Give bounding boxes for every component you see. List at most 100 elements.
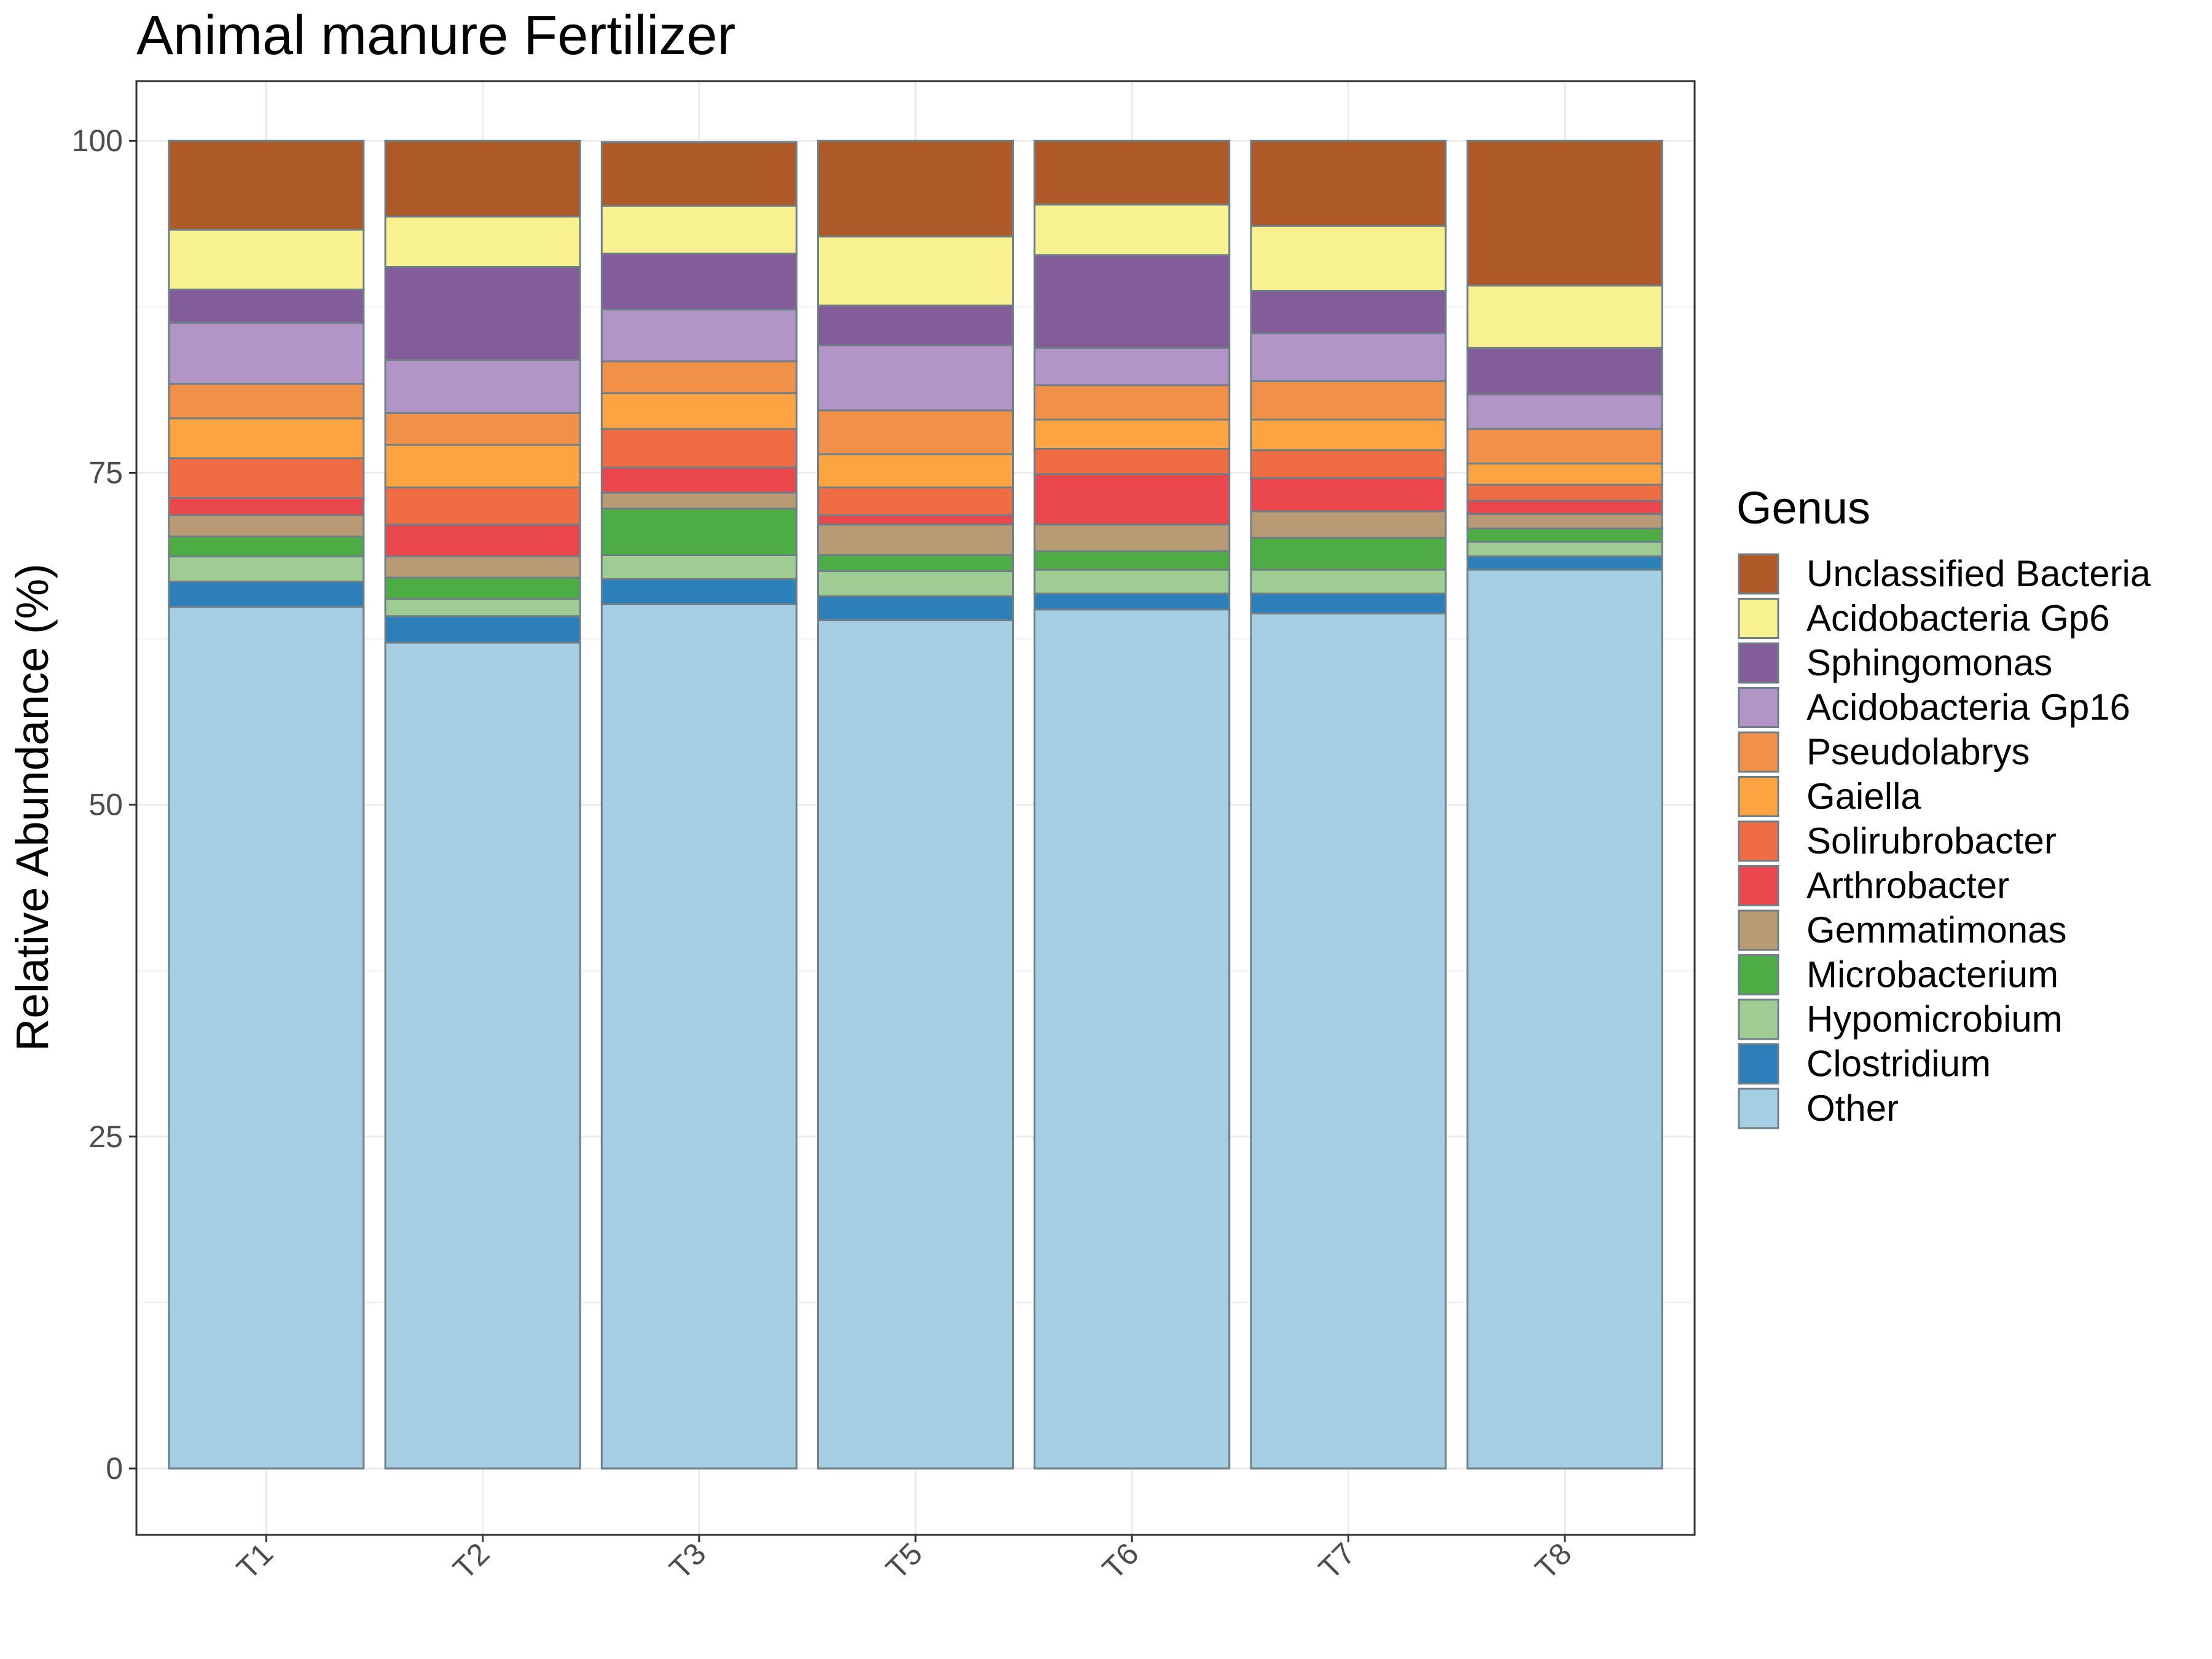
bar-segment — [1033, 347, 1231, 386]
bar-segment — [600, 492, 798, 510]
bar-stack — [1033, 139, 1231, 1470]
bar-segment — [1466, 555, 1663, 571]
bar-segment — [168, 555, 365, 583]
bar-segment — [1033, 139, 1231, 206]
legend-label: Hypomicrobium — [1806, 998, 2063, 1040]
x-tick-label: T1 — [230, 1536, 280, 1586]
bar-segment — [384, 266, 581, 361]
bar-segment — [168, 139, 365, 231]
y-tick-label: 0 — [106, 1451, 123, 1486]
legend-item: Microbacterium — [1738, 954, 2058, 995]
bar-segment — [600, 392, 798, 430]
legend-key — [1738, 865, 1779, 906]
bar-segment — [1250, 477, 1447, 512]
legend-key — [1738, 1088, 1779, 1129]
legend-label: Acidobacteria Gp16 — [1806, 687, 2130, 728]
bar-segment — [600, 466, 798, 494]
legend-key — [1738, 687, 1779, 728]
bar-segment — [384, 555, 581, 579]
bar-segment — [1033, 524, 1231, 552]
bar-segment — [384, 359, 581, 414]
bar-segment — [384, 598, 581, 618]
bar-segment — [1033, 203, 1231, 256]
legend: Genus Unclassified BacteriaAcidobacteria… — [1736, 482, 2151, 1129]
legend-item: Other — [1738, 1088, 1899, 1129]
bar-segment — [168, 457, 365, 499]
legend-key — [1738, 954, 1779, 995]
bar-segment — [168, 496, 365, 517]
x-tick-label: T8 — [1529, 1536, 1579, 1586]
bar-segment — [384, 215, 581, 269]
bar-segment — [1033, 448, 1231, 476]
bar-segment — [168, 417, 365, 460]
bar-segment — [1250, 225, 1447, 292]
bars — [168, 139, 1663, 1470]
bar-stack — [168, 139, 365, 1470]
bar-segment — [1250, 449, 1447, 479]
bar-segment — [1250, 510, 1447, 539]
bar-segment — [1466, 393, 1663, 430]
bar-segment — [1250, 139, 1447, 227]
legend-item: Acidobacteria Gp6 — [1738, 598, 2110, 639]
bar-segment — [600, 253, 798, 311]
legend-key — [1738, 776, 1779, 817]
legend-label: Clostridium — [1806, 1043, 1991, 1084]
bar-segment — [384, 486, 581, 526]
legend-key — [1738, 909, 1779, 951]
bar-segment — [817, 344, 1014, 412]
bar-segment — [600, 360, 798, 394]
bar-stack — [1466, 139, 1663, 1470]
bar-segment — [384, 139, 581, 218]
bar-segment — [168, 288, 365, 324]
chart-title: Animal manure Fertilizer — [136, 5, 735, 66]
bar-segment — [600, 205, 798, 255]
legend-item: Gemmatimonas — [1738, 909, 2066, 951]
legend-key — [1738, 820, 1779, 862]
bar-segment — [1033, 473, 1231, 526]
legend-key — [1738, 553, 1779, 595]
legend-item: Sphingomonas — [1738, 642, 2052, 684]
bar-segment — [1466, 462, 1663, 486]
bar-segment — [1250, 380, 1447, 421]
bar-segment — [384, 444, 581, 488]
bar-segment — [600, 141, 798, 207]
legend-label: Acidobacteria Gp6 — [1806, 598, 2110, 639]
bar-segment — [1466, 284, 1663, 349]
bar-segment — [1466, 484, 1663, 502]
bar-stack — [1250, 139, 1447, 1470]
bar-segment — [817, 409, 1014, 455]
legend-label: Solirubrobacter — [1806, 820, 2057, 861]
bar-segment — [817, 453, 1014, 488]
bar-segment — [1033, 418, 1231, 450]
legend-item: Clostridium — [1738, 1043, 1991, 1084]
x-tick-label: T7 — [1312, 1536, 1362, 1586]
bar-segment — [817, 554, 1014, 572]
legend-item: Gaiella — [1738, 776, 1921, 817]
bar-segment — [384, 576, 581, 600]
legend-label: Arthrobacter — [1806, 865, 2009, 906]
y-tick-label: 25 — [88, 1120, 123, 1154]
y-tick-label: 75 — [88, 455, 123, 490]
bar-segment — [1250, 536, 1447, 571]
bar-segment — [1033, 568, 1231, 595]
bar-segment — [817, 304, 1014, 347]
bar-segment — [817, 514, 1014, 526]
x-tick-label: T3 — [663, 1536, 713, 1586]
bar-segment — [817, 235, 1014, 307]
bar-segment — [600, 508, 798, 556]
legend-item: Solirubrobacter — [1738, 820, 2057, 862]
legend-title: Genus — [1736, 482, 1870, 533]
bar-segment — [168, 535, 365, 558]
legend-label: Pseudolabrys — [1806, 731, 2030, 772]
bar-stack — [600, 141, 798, 1470]
y-axis-label: Relative Abundance (%) — [7, 563, 58, 1051]
bar-segment — [1250, 418, 1447, 452]
x-tick-label: T6 — [1096, 1536, 1145, 1586]
bar-segment — [384, 641, 581, 1470]
legend-item: Pseudolabrys — [1738, 731, 2030, 773]
bar-segment — [600, 308, 798, 363]
bar-segment — [1466, 568, 1663, 1470]
legend-item: Unclassified Bacteria — [1738, 553, 2151, 595]
legend-label: Microbacterium — [1806, 954, 2058, 995]
